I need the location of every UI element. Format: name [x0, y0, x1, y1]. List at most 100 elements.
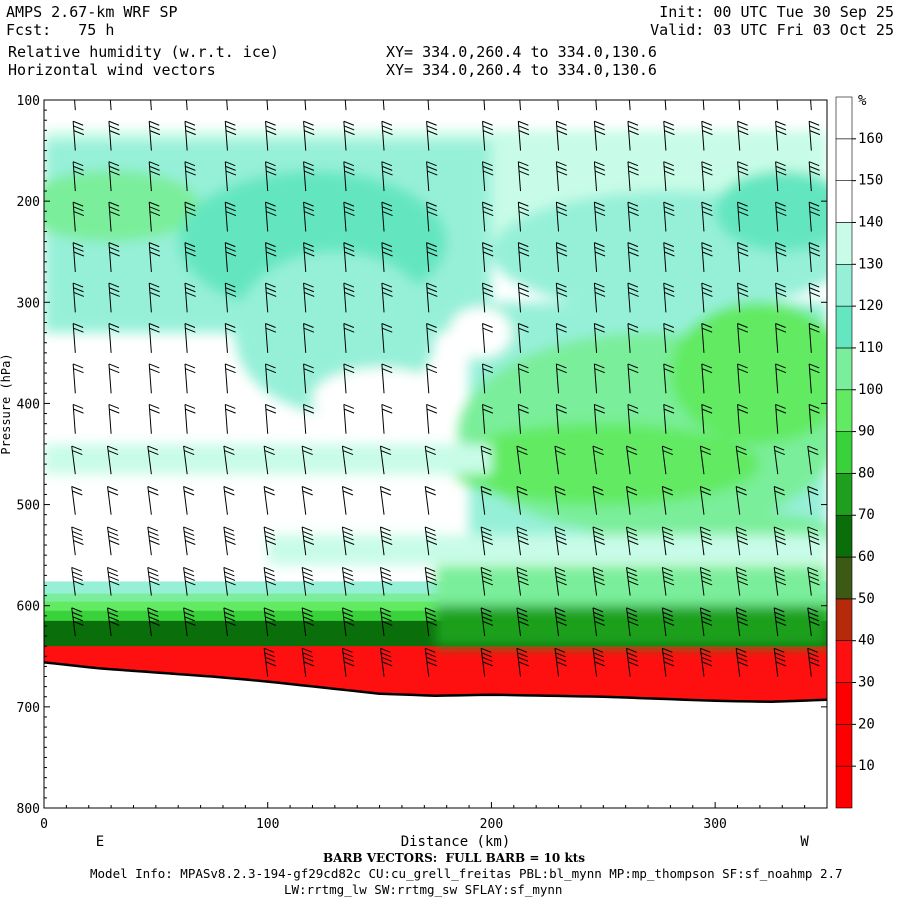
wind-barb — [516, 607, 529, 637]
barb-flag — [108, 363, 120, 369]
barb-flag — [109, 246, 120, 252]
barb-flag — [482, 661, 494, 667]
barb-flag — [380, 571, 392, 577]
barb-flag — [518, 81, 528, 85]
barb-flag — [149, 403, 160, 409]
wind-barb — [71, 566, 84, 596]
barb-flag — [737, 408, 749, 414]
barb-flag — [343, 661, 355, 667]
barb-flag — [225, 327, 236, 333]
wind-barb — [735, 486, 747, 515]
barb-flag — [628, 85, 638, 89]
barb-flag — [737, 287, 749, 293]
wind-barb — [303, 403, 315, 434]
wind-barb — [223, 566, 236, 596]
wind-barb — [303, 161, 315, 192]
wind-barb — [808, 363, 820, 394]
barb-flag — [343, 363, 355, 369]
barb-flag — [149, 206, 160, 212]
barb-flag — [225, 287, 236, 293]
barb-flag — [185, 580, 196, 586]
colorbar-swatch — [835, 389, 853, 432]
wind-barb — [699, 445, 712, 475]
barb-flag — [662, 445, 673, 451]
wind-barb — [263, 526, 277, 556]
barb-flag — [381, 282, 393, 288]
barb-flag — [627, 403, 639, 409]
barb-flag — [556, 580, 567, 586]
barb-flag — [426, 165, 438, 171]
barb-flag — [663, 580, 675, 586]
barb-flag — [108, 535, 119, 541]
barb-flag — [265, 661, 277, 667]
wind-barb — [627, 161, 639, 192]
barb-flag — [264, 571, 275, 577]
barb-flag — [482, 246, 494, 252]
barb-flag — [225, 161, 236, 167]
barb-flag — [702, 81, 712, 85]
wind-barb — [381, 323, 393, 353]
barb-flag — [149, 130, 161, 136]
barb-flag — [737, 125, 749, 131]
barb-flag — [343, 161, 355, 167]
barb-flag — [304, 251, 315, 257]
barb-flag — [380, 445, 391, 451]
barb-flag — [185, 368, 196, 374]
wind-barb — [483, 100, 486, 111]
barb-flag — [775, 403, 786, 409]
barb-flag — [482, 327, 494, 333]
barb-flag — [148, 535, 160, 541]
barb-flag — [482, 535, 493, 541]
barb-flag — [628, 368, 639, 374]
wind-barb — [343, 242, 355, 272]
barb-flag — [109, 130, 120, 136]
barb-flag — [627, 323, 639, 328]
barb-flag — [807, 647, 818, 653]
barb-flag — [265, 403, 276, 409]
barb-flag — [303, 287, 315, 293]
barb-flag — [343, 206, 355, 212]
wind-barb — [183, 566, 196, 596]
barb-flag — [663, 403, 674, 409]
barb-flag — [774, 607, 785, 613]
barb-flag — [809, 206, 820, 212]
barb-flag — [425, 571, 436, 577]
barb-flag — [302, 490, 313, 496]
colorbar-swatch — [835, 598, 853, 642]
model-info-2: LW:rrtmg_lw SW:rrtmg_sw SFLAY:sf_mynn — [284, 882, 563, 897]
wind-barb — [663, 161, 675, 192]
barb-flag — [149, 81, 159, 85]
barb-flag — [184, 535, 195, 541]
wind-barb — [183, 486, 195, 515]
wind-barb — [265, 282, 277, 313]
barb-flag — [775, 620, 787, 626]
barb-flag — [554, 647, 566, 653]
barb-flag — [265, 540, 277, 545]
barb-staff — [427, 100, 430, 111]
barb-flag — [482, 120, 493, 126]
colorbar-label: 50 — [858, 591, 875, 607]
barb-flag — [594, 580, 605, 586]
barb-flag — [426, 242, 437, 248]
barb-flag — [776, 291, 787, 297]
barb-flag — [594, 368, 605, 374]
barb-flag — [150, 90, 160, 94]
barb-flag — [108, 403, 120, 409]
rh-mid-band — [44, 443, 492, 475]
barb-flag — [224, 530, 235, 536]
wind-barb — [554, 486, 566, 515]
barb-flag — [809, 287, 820, 293]
barb-flag — [265, 327, 277, 333]
wind-barb — [482, 323, 494, 353]
wind-barb — [108, 161, 120, 192]
barb-flag — [518, 242, 529, 248]
colorbar-label: 100 — [858, 382, 883, 398]
barb-flag — [344, 85, 354, 89]
barb-flag — [304, 81, 314, 85]
wind-barb — [265, 242, 277, 272]
barb-flag — [737, 206, 749, 212]
wind-barb — [107, 607, 120, 637]
barb-flag — [71, 566, 82, 572]
barb-flag — [592, 445, 604, 451]
